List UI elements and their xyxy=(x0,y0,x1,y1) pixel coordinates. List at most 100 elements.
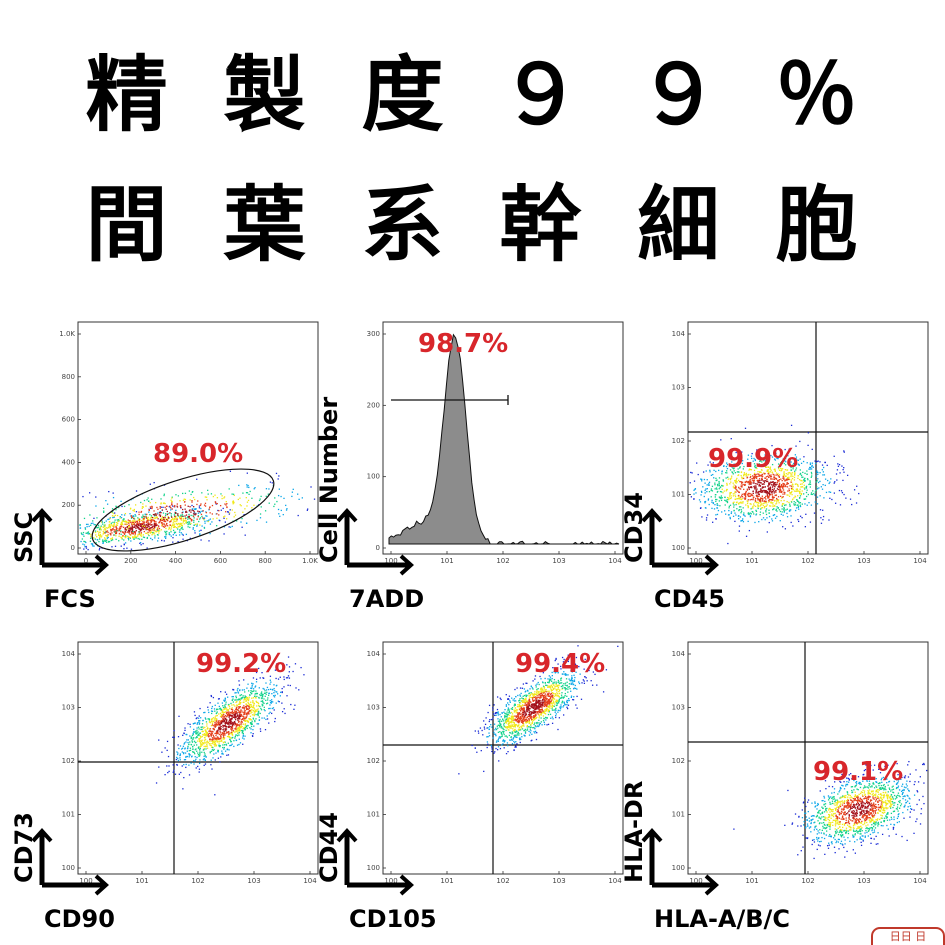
panel-cd45-cd34: 100 101 102 103 104 100 101 102 103 104 99.9% CD45 C… xyxy=(620,310,935,620)
y-axis-label: HLA-DR xyxy=(620,781,648,883)
plot-frame xyxy=(77,641,319,875)
x-tick-label: 101 xyxy=(135,877,148,885)
y-tick-label: 103 xyxy=(62,704,75,712)
x-axis-label: CD90 xyxy=(44,905,115,933)
x-tick-label: 102 xyxy=(801,877,814,885)
title-char: 度 xyxy=(361,48,446,143)
density-cloud xyxy=(733,760,928,860)
y-tick-label: 100 xyxy=(672,864,685,872)
y-tick-label: 103 xyxy=(672,384,685,392)
y-axis-label: CD44 xyxy=(315,812,343,883)
panel-fcs-ssc: 0 200 400 600 800 1.0K 0 200 400 600 800 1.0K 89.0% F… xyxy=(10,310,325,620)
x-axis-label: FCS xyxy=(44,585,96,613)
density-cloud xyxy=(458,645,619,775)
gate-percent: 89.0% xyxy=(153,439,243,469)
x-tick-label: 102 xyxy=(496,877,509,885)
panel-cd90-cd73: 100 101 102 103 104 100 101 102 103 104 99.2% CD90 C… xyxy=(10,630,325,940)
x-axis-label: 7ADD xyxy=(349,585,424,613)
y-tick-label: 400 xyxy=(62,458,75,466)
y-axis-label: CD73 xyxy=(10,812,38,883)
title-line-2: 間葉系幹細胞 xyxy=(0,185,945,267)
y-tick-label: 102 xyxy=(367,757,380,765)
x-tick-label: 101 xyxy=(745,557,758,565)
plot-frame xyxy=(382,641,624,875)
x-tick-label: 101 xyxy=(745,877,758,885)
y-tick-label: 104 xyxy=(62,650,76,658)
y-tick-label: 101 xyxy=(672,491,685,499)
x-axis-label: HLA-A/B/C xyxy=(654,905,790,933)
histogram-area xyxy=(388,333,620,545)
y-tick-label: 600 xyxy=(62,416,75,424)
density-cloud xyxy=(79,470,316,549)
x-tick-label: 200 xyxy=(124,557,137,565)
y-tick-label: 101 xyxy=(672,811,685,819)
panel-plot: 100 101 102 103 104 100 101 102 103 104 99.2% CD90C… xyxy=(10,641,319,933)
x-tick-label: 0 xyxy=(84,557,88,565)
x-tick-label: 100 xyxy=(79,877,92,885)
y-axis-label: CD34 xyxy=(620,492,648,563)
y-tick-label: 200 xyxy=(367,401,380,409)
title-char: ９ xyxy=(637,48,722,143)
title-char: 製 xyxy=(223,48,308,143)
axis-arrow xyxy=(31,508,109,576)
axis-arrow xyxy=(336,828,414,896)
y-tick-label: 104 xyxy=(367,650,381,658)
x-tick-label: 800 xyxy=(259,557,272,565)
y-tick-label: 101 xyxy=(367,811,380,819)
quadrant-percent: 99.4% xyxy=(515,649,605,679)
x-tick-label: 104 xyxy=(303,877,317,885)
y-tick-label: 100 xyxy=(672,544,685,552)
title-char: 細 xyxy=(637,178,722,273)
x-axis-label: CD45 xyxy=(654,585,725,613)
y-tick-label: 800 xyxy=(62,373,75,381)
title-char: 幹 xyxy=(499,178,584,273)
quadrant-percent: 99.1% xyxy=(813,757,903,787)
x-tick-label: 103 xyxy=(857,557,870,565)
x-tick-label: 1.0K xyxy=(302,557,318,565)
x-tick-label: 104 xyxy=(608,877,622,885)
panel-plot: 100 101 102 103 104 100 101 102 103 104 99.1% HLA-A… xyxy=(620,641,929,933)
density-cloud xyxy=(689,424,860,545)
y-tick-label: 1.0K xyxy=(59,330,75,338)
y-tick-label: 103 xyxy=(672,704,685,712)
x-tick-label: 104 xyxy=(608,557,622,565)
panel-cd105-cd44: 100 101 102 103 104 100 101 102 103 104 99.4% CD105… xyxy=(315,630,630,940)
panel-plot: 100 101 102 103 104 100 101 102 103 104 99.9% CD45C… xyxy=(620,321,929,613)
title-char: 胞 xyxy=(775,178,860,273)
title-char: 精 xyxy=(85,48,170,143)
corner-stamp: 日日 日 xyxy=(871,927,945,945)
title-char: 葉 xyxy=(223,178,308,273)
plot-frame xyxy=(687,321,929,555)
x-tick-label: 400 xyxy=(169,557,182,565)
x-tick-label: 103 xyxy=(552,557,565,565)
y-tick-label: 103 xyxy=(367,704,380,712)
y-tick-label: 101 xyxy=(62,811,75,819)
x-tick-label: 101 xyxy=(440,557,453,565)
x-tick-label: 101 xyxy=(440,877,453,885)
y-tick-label: 300 xyxy=(367,330,380,338)
x-tick-label: 102 xyxy=(191,877,204,885)
x-tick-label: 100 xyxy=(689,877,702,885)
y-tick-label: 100 xyxy=(367,864,380,872)
y-tick-label: 0 xyxy=(376,544,380,552)
x-tick-label: 600 xyxy=(214,557,227,565)
y-tick-label: 102 xyxy=(62,757,75,765)
y-tick-label: 200 xyxy=(62,501,75,509)
x-tick-label: 100 xyxy=(384,557,397,565)
x-tick-label: 104 xyxy=(913,557,927,565)
y-tick-label: 102 xyxy=(672,437,685,445)
quadrant-percent: 99.9% xyxy=(708,444,798,474)
plot-frame xyxy=(77,321,319,555)
panel-plot: 0 200 400 600 800 1.0K 0 200 400 600 800 1.0K 89.0% F… xyxy=(10,321,319,613)
density-cloud xyxy=(155,656,305,796)
y-tick-label: 104 xyxy=(672,650,686,658)
plot-frame xyxy=(382,321,624,555)
x-tick-label: 100 xyxy=(689,557,702,565)
x-tick-label: 103 xyxy=(552,877,565,885)
title-char: ％ xyxy=(775,48,860,143)
plot-frame xyxy=(687,641,929,875)
y-tick-label: 0 xyxy=(71,544,75,552)
panel-plot: 100 101 102 103 104 100 101 102 103 104 99.4% CD105… xyxy=(315,641,624,933)
quadrant-percent: 99.2% xyxy=(196,649,286,679)
title-line-1: 精製度 ９ ９ ％ xyxy=(0,55,945,137)
